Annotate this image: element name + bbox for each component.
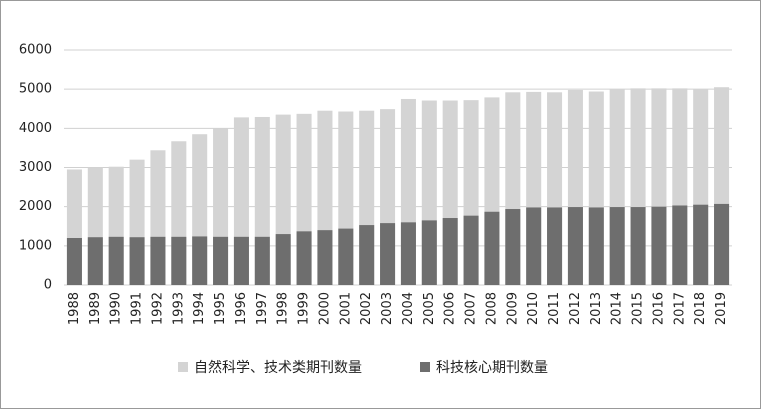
x-tick-label: 2014 bbox=[610, 292, 625, 325]
y-tick-label: 5000 bbox=[19, 82, 52, 97]
bar bbox=[108, 236, 124, 285]
x-tick-label: 1995 bbox=[213, 292, 228, 325]
x-tick-label: 1988 bbox=[67, 292, 82, 325]
x-tick-label: 2011 bbox=[547, 292, 562, 325]
x-tick-label: 2018 bbox=[693, 292, 708, 325]
y-tick-label: 0 bbox=[44, 278, 52, 293]
x-tick-label: 2012 bbox=[568, 292, 583, 325]
x-tick-label: 2017 bbox=[672, 292, 687, 325]
x-tick-label: 2010 bbox=[526, 292, 541, 325]
x-tick-label: 1993 bbox=[171, 292, 186, 325]
bar bbox=[317, 230, 333, 285]
bar bbox=[693, 204, 709, 285]
x-tick-label: 2000 bbox=[317, 292, 332, 325]
x-tick-label: 2013 bbox=[589, 292, 604, 325]
y-tick-label: 2000 bbox=[19, 199, 52, 214]
bar bbox=[484, 211, 500, 285]
bar bbox=[651, 206, 667, 285]
x-tick-label: 1994 bbox=[192, 292, 207, 325]
x-tick-label: 2009 bbox=[505, 292, 520, 325]
bar bbox=[338, 228, 354, 285]
bar bbox=[150, 236, 166, 285]
y-tick-label: 3000 bbox=[19, 160, 52, 175]
x-tick-label: 1996 bbox=[234, 292, 249, 325]
bar bbox=[526, 207, 542, 285]
bar bbox=[672, 205, 688, 285]
y-tick-label: 6000 bbox=[19, 43, 52, 58]
bar bbox=[192, 236, 208, 285]
bar bbox=[296, 231, 312, 285]
bar bbox=[87, 237, 103, 285]
bar bbox=[66, 238, 82, 285]
x-tick-label: 1990 bbox=[109, 292, 124, 325]
bar bbox=[463, 215, 479, 285]
bar bbox=[129, 237, 145, 285]
bar bbox=[630, 207, 646, 285]
bar bbox=[588, 207, 604, 285]
x-tick-label: 1999 bbox=[297, 292, 312, 325]
x-tick-label: 2005 bbox=[422, 292, 437, 325]
y-tick-label: 4000 bbox=[19, 121, 52, 136]
x-tick-label: 1991 bbox=[130, 292, 145, 325]
x-tick-label: 2003 bbox=[380, 292, 395, 325]
x-tick-label: 2001 bbox=[338, 292, 353, 325]
bar bbox=[442, 218, 458, 285]
bar bbox=[421, 220, 437, 285]
bar bbox=[233, 236, 249, 285]
x-tick-label: 2004 bbox=[401, 292, 416, 325]
x-tick-label: 2006 bbox=[443, 292, 458, 325]
legend-label: 自然科学、技术类期刊数量 bbox=[194, 359, 362, 376]
bar bbox=[567, 207, 583, 285]
x-tick-label: 2002 bbox=[359, 292, 374, 325]
x-tick-label: 2007 bbox=[464, 292, 479, 325]
bar bbox=[275, 234, 291, 285]
bar bbox=[171, 236, 187, 285]
y-tick-label: 1000 bbox=[19, 238, 52, 253]
legend-label: 科技核心期刊数量 bbox=[436, 360, 548, 376]
x-tick-label: 1992 bbox=[150, 292, 165, 325]
x-tick-label: 1998 bbox=[276, 292, 291, 325]
legend-swatch bbox=[178, 362, 188, 372]
bar bbox=[380, 223, 396, 285]
legend-swatch bbox=[420, 362, 430, 372]
x-tick-label: 2008 bbox=[484, 292, 499, 325]
bar bbox=[213, 236, 229, 285]
x-tick-label: 1997 bbox=[255, 292, 270, 325]
bar bbox=[547, 207, 563, 285]
x-tick-label: 2015 bbox=[631, 292, 646, 325]
bar bbox=[359, 225, 375, 285]
bar bbox=[400, 222, 416, 285]
x-tick-label: 1989 bbox=[88, 292, 103, 325]
x-tick-label: 2019 bbox=[714, 292, 729, 325]
bar bbox=[609, 207, 625, 285]
bar bbox=[254, 236, 270, 285]
bar bbox=[505, 209, 521, 285]
x-tick-label: 2016 bbox=[651, 292, 666, 325]
bar bbox=[714, 203, 730, 285]
